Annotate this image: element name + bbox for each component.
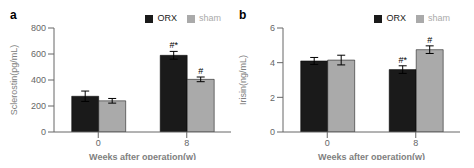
html-text:a: a [10, 8, 17, 22]
svg-text:6: 6 [270, 23, 275, 33]
svg-text:0: 0 [325, 138, 330, 148]
svg-text:8: 8 [413, 138, 418, 148]
svg-text:#*: #* [398, 55, 407, 65]
svg-text:0: 0 [96, 138, 101, 148]
svg-text:#: # [427, 35, 432, 45]
html-text:sham: sham [428, 13, 450, 23]
svg-text:4: 4 [270, 58, 275, 68]
svg-text:Sclerostin(pg/mL): Sclerostin(pg/mL) [9, 45, 19, 116]
svg-text:800: 800 [31, 23, 46, 33]
svg-text:2: 2 [270, 93, 275, 103]
html-text:b: b [239, 8, 247, 22]
html-text:sham: sham [199, 13, 221, 23]
svg-text:400: 400 [31, 75, 46, 85]
svg-text:Irisin(ng/mL): Irisin(ng/mL) [238, 55, 248, 105]
svg-text:0: 0 [41, 127, 46, 137]
svg-text:200: 200 [31, 101, 46, 111]
svg-text:600: 600 [31, 49, 46, 59]
svg-text:0: 0 [270, 127, 275, 137]
svg-text:#*: #* [169, 40, 178, 50]
html-text:ORX: ORX [386, 13, 406, 23]
svg-text:8: 8 [184, 138, 189, 148]
svg-text:Weeks after operation(w): Weeks after operation(w) [89, 152, 196, 160]
svg-text:#: # [198, 66, 203, 76]
svg-text:Weeks after operation(w): Weeks after operation(w) [318, 152, 425, 160]
html-text:ORX: ORX [157, 13, 177, 23]
